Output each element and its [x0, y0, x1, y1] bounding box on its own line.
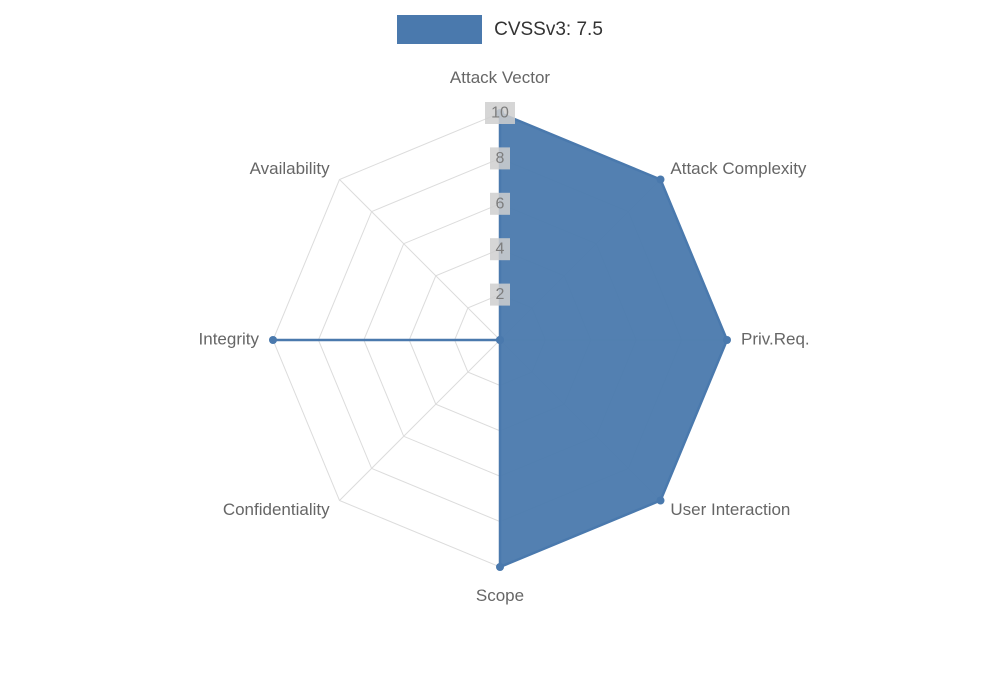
point-attack-complexity [656, 175, 665, 184]
legend: CVSSv3: 7.5 [0, 15, 1000, 44]
axis-label-user-interaction: User Interaction [670, 500, 790, 519]
point-integrity [269, 336, 277, 344]
point-availability [496, 336, 504, 344]
tick-backdrop-2 [490, 283, 510, 306]
tick-backdrop-6 [490, 192, 510, 215]
axis-label-scope: Scope [476, 586, 524, 605]
legend-item-cvssv3[interactable]: CVSSv3: 7.5 [397, 15, 603, 44]
tick-backdrop-8 [490, 147, 510, 170]
spoke-confidentiality [339, 339, 501, 501]
axis-label-availability: Availability [250, 159, 331, 178]
point-priv-req [723, 336, 731, 344]
axis-label-integrity: Integrity [199, 329, 260, 348]
axis-label-confidentiality: Confidentiality [223, 500, 330, 519]
legend-swatch-icon [397, 15, 483, 44]
tick-label-8: 8 [496, 150, 505, 167]
legend-label: CVSSv3: 7.5 [494, 18, 603, 40]
tick-backdrop-10 [485, 102, 515, 124]
axis-labels: Attack Vector Attack Complexity Priv.Req. U… [199, 68, 810, 605]
spoke-availability [339, 179, 501, 341]
tick-backdrop-4 [490, 238, 510, 261]
point-user-interaction [656, 496, 665, 505]
axis-label-priv-req: Priv.Req. [741, 329, 810, 348]
tick-label-6: 6 [496, 195, 505, 212]
tick-label-4: 4 [496, 241, 505, 258]
axis-label-attack-complexity: Attack Complexity [670, 159, 807, 178]
point-scope [496, 563, 504, 571]
axis-label-attack-vector: Attack Vector [450, 68, 550, 87]
tick-label-2: 2 [496, 286, 505, 303]
tick-labels: 2 4 6 8 10 [485, 102, 515, 306]
tick-label-10: 10 [491, 105, 509, 122]
